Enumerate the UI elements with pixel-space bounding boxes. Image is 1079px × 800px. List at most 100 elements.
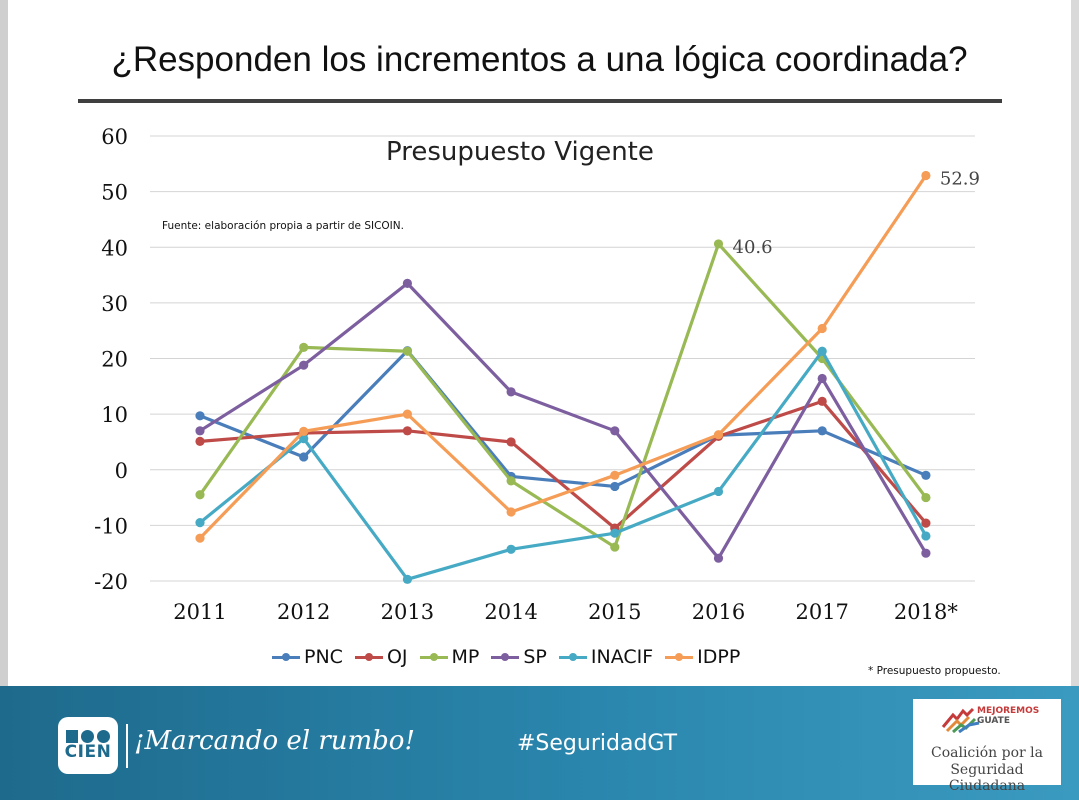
data-point-inacif	[610, 528, 620, 538]
partner-brand: MEJOREMOS	[977, 706, 1040, 716]
data-point-idpp	[299, 426, 309, 436]
x-tick-label: 2011	[173, 600, 226, 624]
y-tick-label: 60	[101, 125, 128, 149]
data-point-sp	[299, 360, 309, 370]
x-tick-label: 2014	[484, 600, 537, 624]
data-label: 52.9	[940, 168, 980, 189]
data-point-sp	[506, 387, 516, 397]
data-point-mp	[195, 490, 205, 500]
line-chart: -20 -10 0 10 20 30 40 50 60 2011 2012 2013 2014 2015 2…	[94, 125, 980, 624]
x-tick-label: 2017	[795, 600, 848, 624]
data-point-sp	[817, 373, 827, 384]
legend-item-idpp: IDPP	[665, 646, 740, 668]
data-point-inacif	[506, 544, 516, 554]
hand-mark-icon	[941, 707, 980, 733]
x-tick-label: 2018*	[894, 600, 958, 624]
data-point-oj	[195, 436, 205, 446]
data-point-inacif	[713, 486, 724, 497]
data-point-inacif	[299, 434, 309, 444]
x-tick-label: 2012	[277, 600, 330, 624]
coalition-line-1: Coalición por la	[930, 745, 1043, 761]
data-point-sp	[713, 553, 724, 563]
data-point-oj	[921, 518, 931, 528]
legend-item-pnc: PNC	[272, 646, 343, 668]
legend-swatch	[419, 649, 448, 665]
data-point-sp	[610, 426, 620, 436]
slogan-divider	[126, 724, 128, 768]
data-point-mp	[506, 476, 516, 486]
legend-label: IDPP	[697, 646, 741, 668]
series-line-inacif	[198, 349, 928, 581]
y-tick-label: 30	[101, 292, 128, 316]
legend-swatch	[491, 649, 520, 665]
data-point-idpp	[195, 533, 205, 543]
legend-label: SP	[523, 646, 547, 668]
data-point-pnc	[817, 426, 827, 436]
y-tick-label: 40	[101, 236, 128, 260]
legend-label: INACIF	[590, 646, 654, 668]
data-point-mp	[713, 239, 724, 249]
series-line-mp	[198, 242, 928, 549]
series-line-pnc	[198, 349, 928, 489]
data-point-mp	[610, 542, 620, 552]
data-point-pnc	[610, 481, 620, 492]
legend-swatch	[272, 649, 300, 665]
data-point-idpp	[610, 470, 620, 480]
data-point-pnc	[921, 470, 931, 480]
source-note: Fuente: elaboración propia a partir de S…	[162, 220, 404, 232]
slide-title: ¿Responden los incrementos a una lógica …	[111, 40, 968, 79]
y-tick-label: 0	[115, 459, 128, 483]
data-point-inacif	[921, 531, 931, 541]
data-point-oj	[817, 396, 827, 406]
chart-title: Presupuesto Vigente	[386, 137, 654, 167]
legend-item-inacif: INACIF	[558, 646, 654, 668]
chart-legend: PNC OJ MP SP INACIF IDPP	[272, 646, 740, 668]
data-point-inacif	[195, 517, 205, 528]
data-point-inacif	[402, 574, 412, 584]
series-line-sp	[198, 281, 928, 560]
data-point-mp	[299, 342, 309, 352]
data-point-idpp	[921, 170, 931, 181]
y-tick-label: 20	[101, 348, 128, 372]
legend-label: PNC	[304, 646, 343, 668]
data-point-oj	[506, 437, 516, 447]
data-point-oj	[402, 426, 412, 436]
right-edge-border	[1071, 0, 1079, 800]
y-tick-label: -10	[94, 514, 128, 538]
left-edge-border	[0, 0, 8, 800]
data-label: 40.6	[733, 237, 773, 258]
slogan: ¡Marcando el rumbo!	[134, 726, 415, 756]
legend-item-oj: OJ	[354, 646, 408, 668]
x-tick-label: 2016	[692, 600, 745, 624]
data-point-idpp	[817, 323, 827, 334]
footnote: * Presupuesto propuesto.	[868, 665, 1001, 677]
data-point-mp	[921, 492, 931, 503]
hashtag: #SeguridadGT	[517, 731, 678, 756]
series-line-oj	[198, 399, 928, 530]
data-point-sp	[402, 278, 412, 289]
data-point-mp	[402, 346, 412, 356]
partner-brand-sub: GUATE	[977, 716, 1010, 726]
legend-swatch	[558, 649, 587, 665]
y-tick-label: 50	[101, 181, 128, 205]
legend-swatch	[354, 649, 383, 665]
cien-logo-word: CIEN	[64, 741, 112, 762]
title-underline	[78, 99, 1002, 103]
legend-label: OJ	[386, 646, 408, 668]
data-point-sp	[195, 426, 205, 436]
cien-logo: CIEN	[58, 717, 118, 774]
legend-swatch	[665, 649, 694, 665]
data-point-idpp	[506, 507, 516, 517]
legend-item-mp: MP	[419, 646, 480, 668]
data-point-idpp	[402, 409, 412, 419]
data-point-sp	[921, 548, 931, 558]
x-tick-label: 2013	[381, 600, 434, 624]
x-tick-label: 2015	[588, 600, 641, 624]
cien-logo-mark	[66, 729, 110, 743]
footer-bar	[0, 686, 1079, 800]
series-line-idpp	[198, 173, 928, 540]
coalition-logo: MEJOREMOS GUATE Coalición por la Segurid…	[913, 699, 1061, 794]
legend-label: MP	[451, 646, 480, 668]
data-point-idpp	[713, 430, 724, 440]
